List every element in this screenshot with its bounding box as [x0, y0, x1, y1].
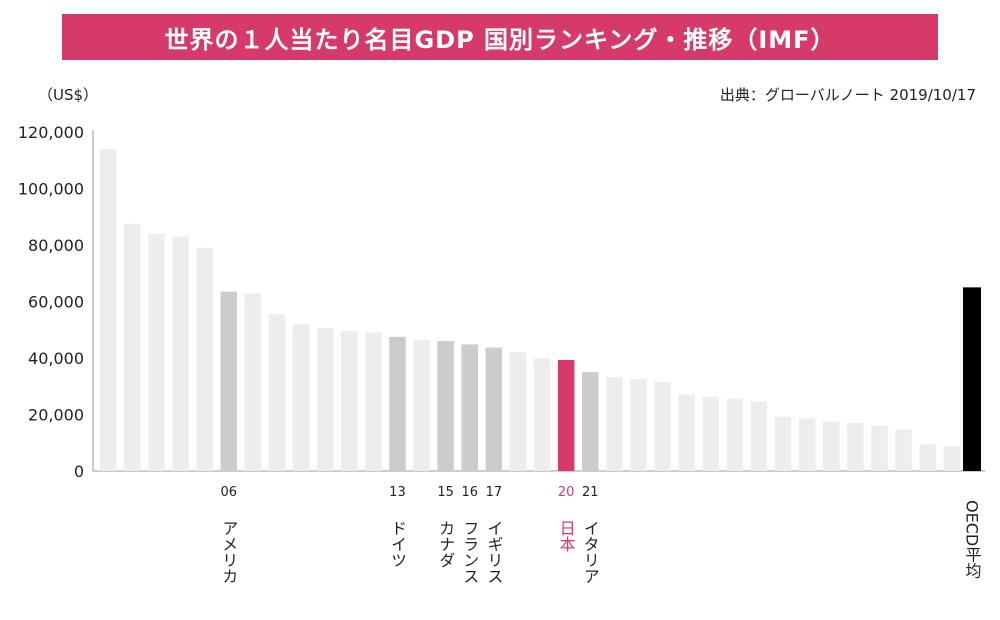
bar: [172, 236, 189, 471]
bar: [437, 341, 454, 471]
bar: [557, 359, 575, 471]
bar: [606, 377, 623, 471]
bar: [244, 293, 262, 471]
country-label: フランス: [460, 520, 479, 584]
bar: [533, 358, 551, 471]
bar: [124, 223, 141, 471]
rank-label: 13: [389, 485, 406, 500]
rank-label: 17: [486, 485, 503, 500]
bar: [654, 382, 671, 471]
rank-label: 15: [437, 485, 454, 500]
bar: [774, 416, 792, 471]
bar: [726, 398, 744, 471]
bar: [750, 401, 768, 471]
y-tick-label: 120,000: [18, 123, 84, 142]
country-label: イタリア: [581, 520, 600, 584]
bar: [461, 344, 478, 471]
bar: [509, 352, 527, 471]
bar: [389, 336, 406, 471]
bar: [702, 396, 719, 471]
bar: [847, 422, 864, 471]
bar: [871, 425, 888, 471]
bar: [268, 314, 286, 471]
y-tick-label: 80,000: [28, 236, 84, 255]
country-label: OECD平均: [963, 500, 982, 579]
y-tick-label: 40,000: [28, 349, 84, 368]
rank-label: 06: [220, 485, 237, 500]
bar: [413, 340, 430, 471]
bar: [963, 287, 981, 471]
y-tick-label: 20,000: [28, 406, 84, 425]
rank-label: 16: [461, 485, 478, 500]
bar: [316, 328, 334, 471]
bar: [196, 247, 213, 471]
country-label: イギリス: [484, 520, 503, 584]
rank-label: 21: [582, 485, 599, 500]
bar: [148, 233, 165, 471]
y-tick-label: 60,000: [28, 293, 84, 312]
source-note: 出典：グローバルノート 2019/10/17: [719, 86, 976, 104]
y-axis-unit-label: （US$）: [38, 86, 99, 104]
bar: [943, 446, 960, 471]
bar: [341, 331, 358, 471]
country-label: 日本: [557, 520, 576, 552]
y-tick-label: 100,000: [18, 180, 84, 199]
bar: [630, 379, 647, 471]
country-label: アメリカ: [219, 520, 238, 584]
chart-title: 世界の１人当たり名目GDP 国別ランキング・推移（IMF）: [164, 25, 836, 54]
bar: [220, 291, 237, 471]
bar: [823, 421, 840, 471]
bar: [485, 347, 503, 471]
title-banner: 世界の１人当たり名目GDP 国別ランキング・推移（IMF）: [62, 14, 938, 60]
y-tick-label: 0: [74, 462, 84, 481]
bar: [895, 429, 912, 471]
country-label: ドイツ: [388, 520, 407, 568]
bar: [678, 394, 695, 471]
bar: [798, 418, 816, 471]
bar: [365, 332, 382, 471]
bar: [582, 372, 599, 471]
country-label: カナダ: [436, 520, 455, 568]
bar: [100, 148, 117, 471]
bar: [292, 324, 310, 471]
rank-label: 20: [558, 485, 575, 500]
bar: [919, 444, 936, 471]
